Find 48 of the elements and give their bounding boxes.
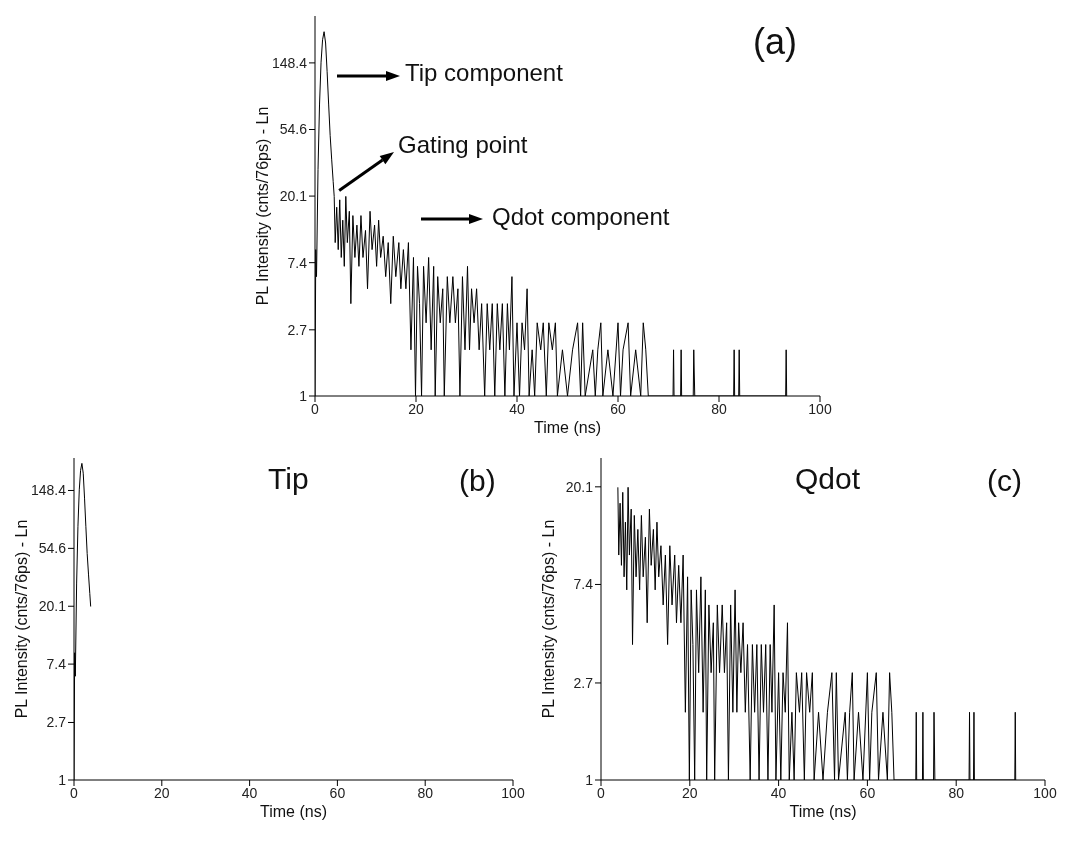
x-axis-title: Time (ns) [788, 802, 858, 822]
annotation: (c) [987, 464, 1022, 497]
x-axis-title: Time (ns) [533, 418, 602, 438]
y-tick-label: 7.4 [287, 254, 308, 271]
y-tick-label: 1 [299, 387, 308, 404]
x-tick-label: 60 [610, 400, 626, 417]
y-tick-label: 2.7 [573, 674, 594, 691]
annotation: Qdot component [492, 203, 670, 231]
x-tick-label: 80 [711, 400, 727, 417]
x-tick-label: 100 [808, 400, 832, 417]
x-tick-label: 40 [770, 784, 787, 801]
y-axis-title: PL Intensity (cnts/76ps) - Ln [539, 518, 558, 721]
y-tick-label: 20.1 [38, 598, 67, 615]
y-tick-label: 1 [58, 771, 67, 788]
x-tick-label: 0 [70, 784, 79, 801]
y-tick-label: 148.4 [271, 54, 308, 71]
y-axis-title: PL Intensity (cnts/76ps) - Ln [12, 518, 31, 721]
chart-title: Qdot [795, 462, 861, 495]
y-tick-label: 2.7 [287, 321, 308, 338]
x-axis-title: Time (ns) [259, 802, 328, 822]
annotation: Gating point [398, 131, 528, 159]
y-tick-label: 54.6 [38, 540, 67, 557]
y-axis-title: PL Intensity (cnts/76ps) - Ln [253, 105, 272, 308]
y-tick-label: 20.1 [565, 478, 594, 495]
annotation: Tip component [405, 59, 563, 87]
y-tick-label: 148.4 [30, 482, 67, 499]
y-tick-label: 20.1 [279, 188, 308, 205]
y-tick-label: 1 [585, 771, 594, 788]
x-tick-label: 80 [948, 784, 965, 801]
y-tick-label: 7.4 [46, 656, 67, 673]
x-tick-label: 20 [408, 400, 424, 417]
x-tick-label: 100 [501, 784, 525, 801]
x-tick-label: 40 [509, 400, 525, 417]
x-tick-label: 100 [1033, 784, 1057, 801]
x-tick-label: 20 [682, 784, 698, 801]
y-tick-label: 7.4 [573, 576, 594, 593]
y-tick-label: 54.6 [279, 121, 308, 138]
x-tick-label: 0 [311, 400, 320, 417]
x-tick-label: 60 [329, 784, 346, 801]
y-tick-label: 2.7 [46, 714, 67, 731]
x-tick-label: 80 [417, 784, 434, 801]
annotation: (b) [459, 464, 496, 497]
x-tick-label: 40 [241, 784, 258, 801]
chart-title: Tip [268, 462, 309, 495]
x-tick-label: 0 [597, 784, 606, 801]
x-tick-label: 60 [859, 784, 876, 801]
x-tick-label: 20 [154, 784, 170, 801]
annotation: (a) [753, 21, 797, 62]
